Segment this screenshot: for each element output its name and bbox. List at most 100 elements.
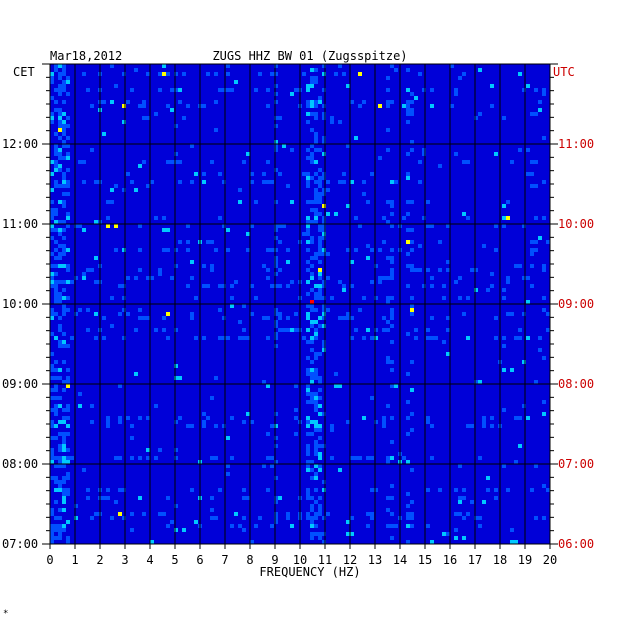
- spectrogram-cell: [106, 164, 110, 168]
- spectrogram-cell: [342, 460, 346, 464]
- spectrogram-cell: [286, 260, 290, 264]
- spectrogram-cell: [258, 280, 262, 284]
- spectrogram-cell: [218, 488, 222, 492]
- spectrogram-cell: [394, 244, 398, 248]
- spectrogram-cell: [358, 296, 362, 300]
- spectrogram-cell: [122, 148, 126, 152]
- spectrogram-cell: [234, 72, 238, 76]
- spectrogram-cell: [358, 360, 362, 364]
- spectrogram-cell: [246, 412, 250, 416]
- spectrogram-cell: [334, 208, 338, 212]
- spectrogram-cell: [310, 368, 314, 372]
- spectrogram-cell: [362, 468, 366, 472]
- spectrogram-cell: [138, 84, 142, 88]
- spectrogram-cell: [342, 100, 346, 104]
- spectrogram-cell: [410, 96, 414, 100]
- spectrogram-cell: [502, 464, 506, 468]
- spectrogram-cell: [346, 264, 350, 268]
- spectrogram-cell: [446, 408, 450, 412]
- spectrogram-cell: [530, 172, 534, 176]
- spectrogram-cell: [234, 340, 238, 344]
- spectrogram-cell: [122, 232, 126, 236]
- spectrogram-cell: [222, 292, 226, 296]
- spectrogram-cell: [182, 352, 186, 356]
- spectrogram-cell: [66, 232, 70, 236]
- spectrogram-cell: [134, 392, 138, 396]
- spectrogram-cell: [286, 480, 290, 484]
- spectrogram-cell: [506, 344, 510, 348]
- spectrogram-cell: [386, 200, 390, 204]
- spectrogram-cell: [62, 392, 66, 396]
- spectrogram-cell: [274, 400, 278, 404]
- spectrogram-cell: [302, 316, 306, 320]
- spectrogram-cell: [406, 384, 410, 388]
- spectrogram-cell: [318, 432, 322, 436]
- spectrogram-cell: [370, 200, 374, 204]
- spectrogram-cell: [366, 288, 370, 292]
- spectrogram-cell: [346, 204, 350, 208]
- spectrogram-cell: [50, 408, 54, 412]
- spectrogram-cell: [54, 404, 58, 408]
- spectrogram-cell: [102, 304, 106, 308]
- spectrogram-cell: [62, 120, 66, 124]
- spectrogram-cell: [446, 340, 450, 344]
- spectrogram-cell: [66, 392, 70, 396]
- spectrogram-cell: [302, 112, 306, 116]
- spectrogram-cell: [386, 472, 390, 476]
- spectrogram-cell: [306, 80, 310, 84]
- spectrogram-cell: [58, 264, 62, 268]
- spectrogram-cell: [110, 188, 114, 192]
- spectrogram-cell: [490, 156, 494, 160]
- spectrogram-cell: [390, 356, 394, 360]
- spectrogram-cell: [518, 184, 522, 188]
- spectrogram-cell: [522, 100, 526, 104]
- spectrogram-cell: [278, 352, 282, 356]
- spectrogram-cell: [538, 236, 542, 240]
- spectrogram-cell: [218, 416, 222, 420]
- spectrogram-cell: [250, 172, 254, 176]
- spectrogram-cell: [354, 136, 358, 140]
- spectrogram-cell: [410, 428, 414, 432]
- spectrogram-cell: [58, 156, 62, 160]
- spectrogram-cell: [346, 84, 350, 88]
- spectrogram-cell: [522, 280, 526, 284]
- spectrogram-cell: [74, 240, 78, 244]
- spectrogram-cell: [382, 292, 386, 296]
- spectrogram-cell: [522, 472, 526, 476]
- spectrogram-cell: [322, 288, 326, 292]
- spectrogram-cell: [274, 312, 278, 316]
- spectrogram-cell: [486, 352, 490, 356]
- spectrogram-cell: [438, 64, 442, 68]
- spectrogram-cell: [382, 208, 386, 212]
- spectrogram-cell: [182, 212, 186, 216]
- spectrogram-cell: [166, 368, 170, 372]
- spectrogram-cell: [358, 220, 362, 224]
- spectrogram-cell: [238, 244, 242, 248]
- spectrogram-cell: [386, 312, 390, 316]
- spectrogram-cell: [94, 256, 98, 260]
- spectrogram-cell: [106, 276, 110, 280]
- spectrogram-cell: [66, 412, 70, 416]
- spectrogram-cell: [130, 184, 134, 188]
- spectrogram-cell: [266, 180, 270, 184]
- spectrogram-cell: [266, 88, 270, 92]
- spectrogram-cell: [310, 108, 314, 112]
- spectrogram-cell: [278, 76, 282, 80]
- spectrogram-cell: [226, 236, 230, 240]
- spectrogram-cell: [258, 212, 262, 216]
- spectrogram-cell: [518, 380, 522, 384]
- spectrogram-cell: [390, 396, 394, 400]
- spectrogram-cell: [394, 68, 398, 72]
- spectrogram-cell: [490, 80, 494, 84]
- spectrogram-cell: [474, 484, 478, 488]
- spectrogram-cell: [470, 136, 474, 140]
- spectrogram-cell: [170, 328, 174, 332]
- spectrogram-cell: [306, 272, 310, 276]
- spectrogram-cell: [66, 284, 70, 288]
- spectrogram-cell: [114, 248, 118, 252]
- spectrogram-cell: [410, 360, 414, 364]
- spectrogram-cell: [218, 376, 222, 380]
- spectrogram-cell: [274, 336, 278, 340]
- spectrogram-cell: [138, 264, 142, 268]
- spectrogram-cell: [362, 432, 366, 436]
